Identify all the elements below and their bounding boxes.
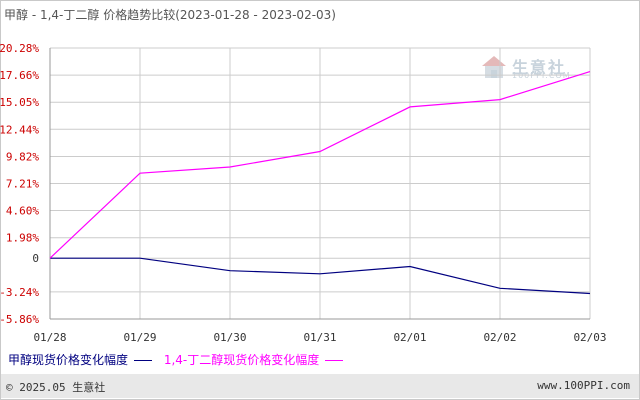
legend-label-bdo: 1,4-丁二醇现货价格变化幅度: [163, 353, 320, 367]
footer-copyright: © 2025.05 生意社: [6, 381, 106, 394]
x-tick-label: 02/02: [483, 331, 516, 344]
footer-bar: [1, 374, 639, 398]
x-tick-label: 01/31: [303, 331, 336, 344]
y-tick-label: 4.60%: [6, 205, 39, 218]
y-tick-label: 17.66%: [0, 69, 39, 82]
chart-title: 甲醇 - 1,4-丁二醇 价格趋势比较(2023-01-28 - 2023-02…: [4, 8, 336, 22]
y-tick-label: 0: [32, 252, 39, 265]
x-tick-label: 01/30: [213, 331, 246, 344]
legend-item-methanol: 甲醇现货价格变化幅度: [8, 351, 153, 368]
x-tick-label: 01/29: [123, 331, 156, 344]
watermark-name: 生意社: [512, 58, 567, 77]
x-tick-label: 02/03: [573, 331, 606, 344]
y-tick-label: 12.44%: [0, 123, 39, 136]
y-tick-label: 15.05%: [0, 96, 39, 109]
y-tick-label: 20.28%: [0, 42, 39, 55]
legend-swatch-bdo: [325, 360, 344, 361]
y-tick-label: 1.98%: [6, 232, 39, 245]
y-tick-label: -5.86%: [0, 313, 39, 326]
y-tick-label: -3.24%: [0, 286, 39, 299]
series-line-bdo: [49, 71, 591, 259]
footer-site-link[interactable]: www.100PPI.com: [537, 379, 630, 392]
x-tick-label: 02/01: [393, 331, 426, 344]
legend-swatch-methanol: [134, 360, 153, 361]
legend: 甲醇现货价格变化幅度 1,4-丁二醇现货价格变化幅度: [8, 351, 351, 368]
legend-label-methanol: 甲醇现货价格变化幅度: [8, 353, 129, 367]
y-tick-label: 7.21%: [6, 178, 39, 191]
x-tick-label: 01/28: [33, 331, 66, 344]
legend-item-bdo: 1,4-丁二醇现货价格变化幅度: [163, 351, 344, 368]
series-line-methanol: [50, 257, 591, 295]
y-tick-label: 9.82%: [6, 150, 39, 163]
